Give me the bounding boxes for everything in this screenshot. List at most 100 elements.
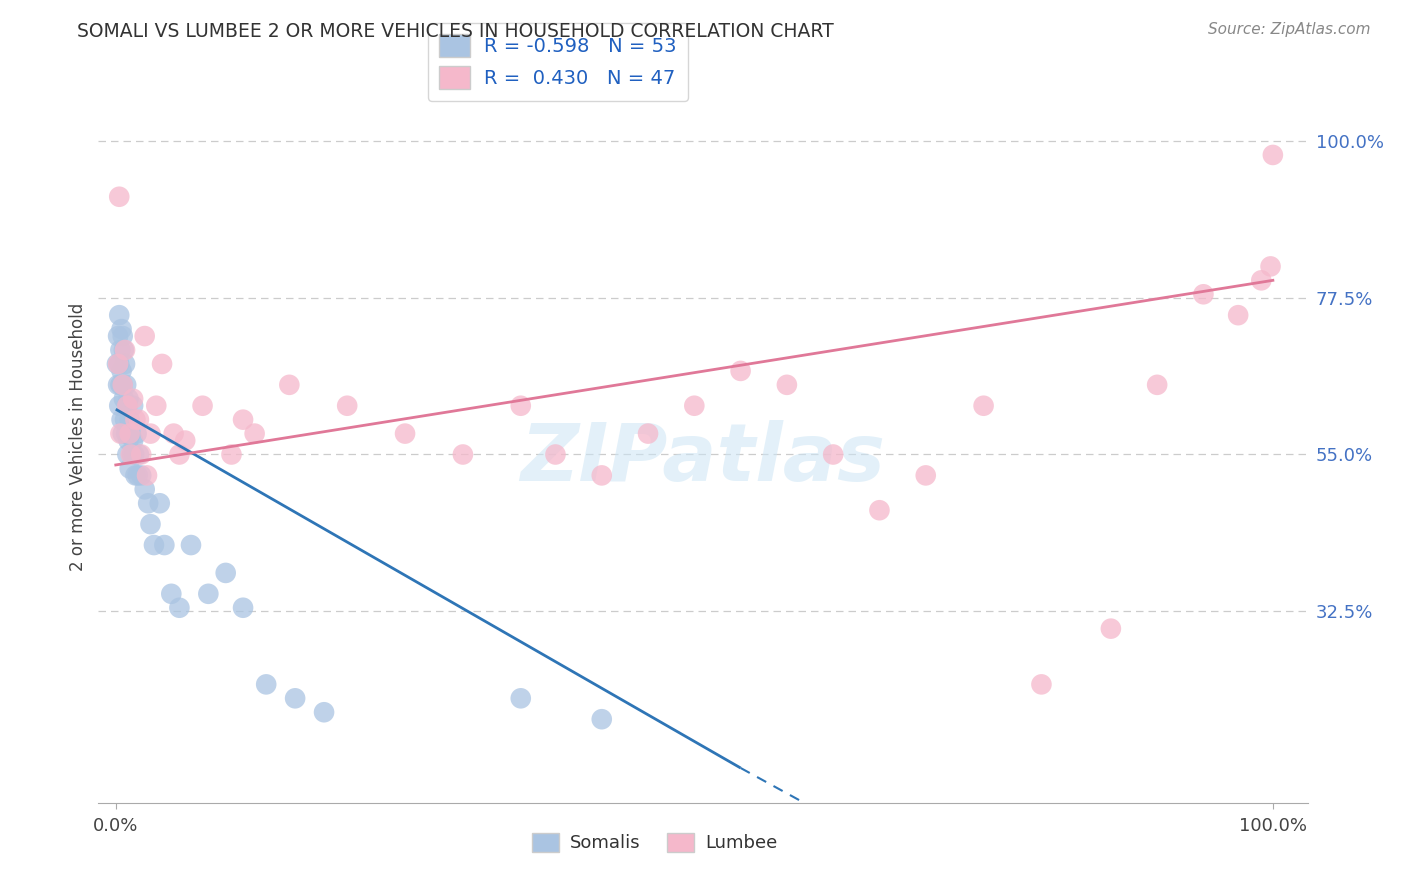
- Point: [110, 426, 132, 441]
- Point: [111, 377, 134, 392]
- Point: [1099, 622, 1122, 636]
- Point: [191, 399, 214, 413]
- Point: [215, 566, 238, 580]
- Point: [128, 412, 150, 426]
- Point: [973, 399, 995, 413]
- Point: [232, 412, 254, 426]
- Point: [118, 461, 141, 475]
- Text: Source: ZipAtlas.com: Source: ZipAtlas.com: [1208, 22, 1371, 37]
- Point: [120, 426, 142, 441]
- Point: [254, 677, 277, 691]
- Point: [1192, 287, 1215, 301]
- Point: [162, 426, 184, 441]
- Legend: Somalis, Lumbee: Somalis, Lumbee: [524, 826, 785, 860]
- Point: [730, 364, 752, 378]
- Point: [111, 329, 134, 343]
- Point: [169, 600, 191, 615]
- Text: ZIPatlas: ZIPatlas: [520, 420, 886, 498]
- Point: [117, 399, 139, 413]
- Point: [124, 448, 146, 462]
- Point: [1031, 677, 1053, 691]
- Point: [232, 600, 254, 615]
- Point: [108, 308, 131, 322]
- Point: [110, 322, 132, 336]
- Point: [1261, 148, 1284, 162]
- Point: [1227, 308, 1250, 322]
- Point: [107, 329, 129, 343]
- Point: [139, 426, 162, 441]
- Point: [110, 343, 132, 357]
- Point: [776, 377, 799, 392]
- Point: [112, 343, 135, 357]
- Point: [134, 483, 156, 497]
- Point: [111, 377, 134, 392]
- Point: [174, 434, 197, 448]
- Point: [108, 399, 131, 413]
- Point: [1260, 260, 1282, 274]
- Point: [336, 399, 359, 413]
- Point: [129, 468, 152, 483]
- Point: [114, 357, 136, 371]
- Point: [591, 712, 613, 726]
- Point: [451, 448, 474, 462]
- Point: [111, 426, 134, 441]
- Point: [509, 691, 531, 706]
- Point: [914, 468, 936, 483]
- Point: [125, 426, 148, 441]
- Point: [278, 377, 301, 392]
- Point: [243, 426, 266, 441]
- Point: [134, 329, 156, 343]
- Point: [114, 343, 136, 357]
- Point: [117, 399, 139, 413]
- Point: [637, 426, 659, 441]
- Point: [122, 399, 145, 413]
- Point: [509, 399, 531, 413]
- Point: [127, 468, 149, 483]
- Point: [115, 377, 138, 392]
- Point: [120, 448, 142, 462]
- Point: [544, 448, 567, 462]
- Point: [136, 496, 159, 510]
- Point: [117, 434, 139, 448]
- Point: [150, 357, 173, 371]
- Point: [124, 412, 146, 426]
- Point: [118, 426, 141, 441]
- Text: SOMALI VS LUMBEE 2 OR MORE VEHICLES IN HOUSEHOLD CORRELATION CHART: SOMALI VS LUMBEE 2 OR MORE VEHICLES IN H…: [77, 22, 834, 41]
- Point: [221, 448, 243, 462]
- Point: [1250, 273, 1272, 287]
- Point: [143, 538, 166, 552]
- Point: [108, 357, 131, 371]
- Point: [110, 364, 132, 378]
- Point: [136, 468, 159, 483]
- Point: [180, 538, 202, 552]
- Point: [107, 357, 129, 371]
- Point: [124, 468, 146, 483]
- Y-axis label: 2 or more Vehicles in Household: 2 or more Vehicles in Household: [69, 303, 87, 571]
- Point: [108, 190, 131, 204]
- Point: [110, 377, 132, 392]
- Point: [169, 448, 191, 462]
- Point: [869, 503, 891, 517]
- Point: [122, 434, 145, 448]
- Point: [149, 496, 172, 510]
- Point: [591, 468, 613, 483]
- Point: [117, 392, 139, 406]
- Point: [114, 412, 136, 426]
- Point: [153, 538, 176, 552]
- Point: [121, 448, 143, 462]
- Point: [197, 587, 219, 601]
- Point: [683, 399, 706, 413]
- Point: [105, 357, 128, 371]
- Point: [823, 448, 845, 462]
- Point: [110, 412, 132, 426]
- Point: [284, 691, 307, 706]
- Point: [107, 377, 129, 392]
- Point: [139, 517, 162, 532]
- Point: [160, 587, 183, 601]
- Point: [312, 705, 335, 719]
- Point: [394, 426, 416, 441]
- Point: [118, 412, 141, 426]
- Point: [145, 399, 167, 413]
- Point: [128, 448, 150, 462]
- Point: [129, 448, 152, 462]
